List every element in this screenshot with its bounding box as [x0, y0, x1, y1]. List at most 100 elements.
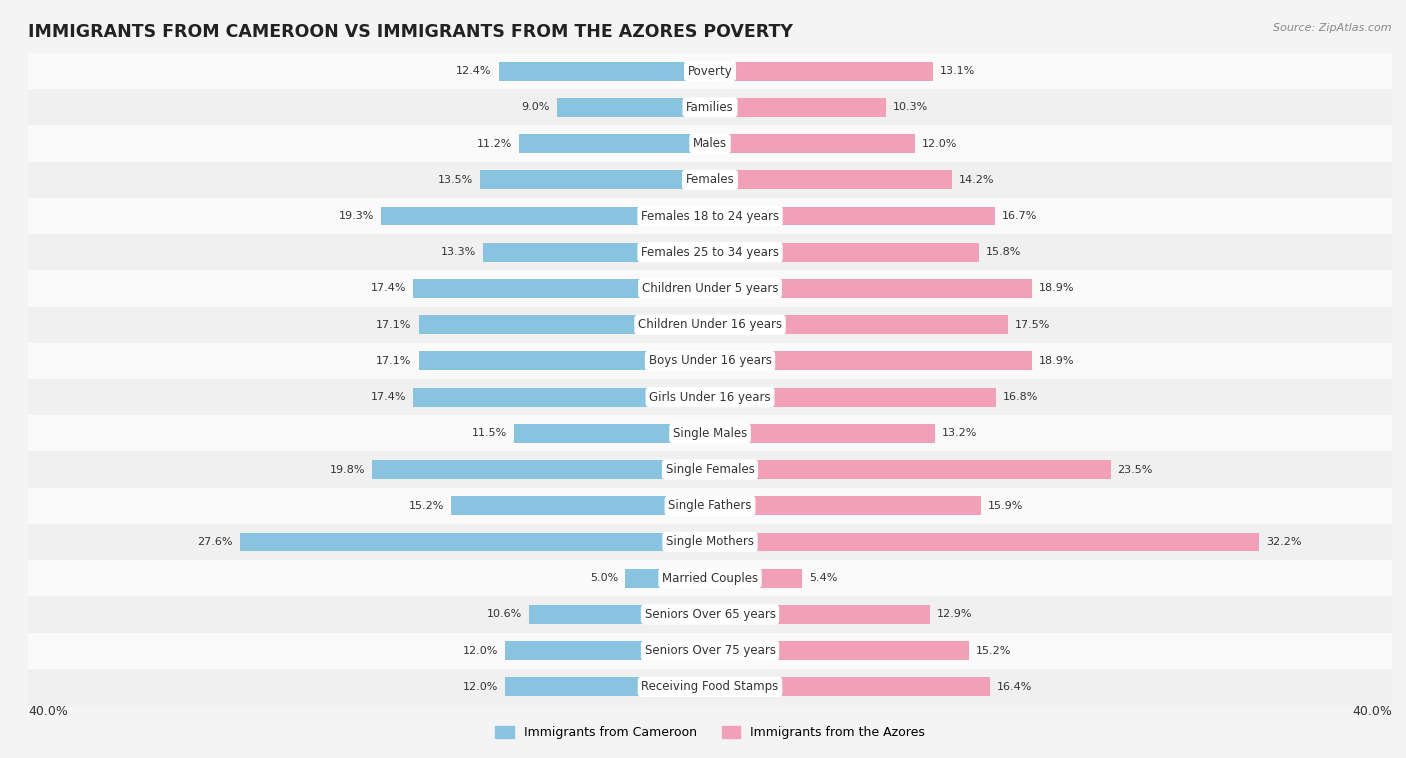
Bar — [28, 524, 1392, 560]
Bar — [710, 279, 1032, 298]
Bar — [710, 352, 1032, 371]
Bar — [28, 53, 1392, 89]
Text: 40.0%: 40.0% — [1353, 705, 1392, 718]
Bar — [28, 89, 1392, 126]
Bar — [557, 98, 710, 117]
Bar — [710, 171, 952, 190]
Bar — [413, 279, 710, 298]
Text: Males: Males — [693, 137, 727, 150]
Bar — [28, 597, 1392, 632]
Text: 15.2%: 15.2% — [976, 646, 1011, 656]
Text: 19.8%: 19.8% — [330, 465, 366, 475]
Bar — [710, 533, 1258, 551]
Text: 10.6%: 10.6% — [488, 609, 523, 619]
Bar — [515, 424, 710, 443]
Text: 12.0%: 12.0% — [463, 646, 499, 656]
Text: Single Mothers: Single Mothers — [666, 535, 754, 549]
Bar — [624, 568, 710, 587]
Bar — [239, 533, 710, 551]
Text: 12.4%: 12.4% — [457, 66, 492, 76]
Bar — [710, 460, 1111, 479]
Bar — [28, 560, 1392, 597]
Text: 16.8%: 16.8% — [1004, 392, 1039, 402]
Bar — [484, 243, 710, 262]
Text: 13.5%: 13.5% — [437, 175, 472, 185]
Bar — [710, 61, 934, 80]
Text: Married Couples: Married Couples — [662, 572, 758, 584]
Text: 23.5%: 23.5% — [1118, 465, 1153, 475]
Bar — [451, 496, 710, 515]
Bar — [710, 134, 915, 153]
Text: Source: ZipAtlas.com: Source: ZipAtlas.com — [1274, 23, 1392, 33]
Text: 9.0%: 9.0% — [522, 102, 550, 112]
Bar — [506, 641, 710, 660]
Bar — [413, 387, 710, 406]
Text: Single Fathers: Single Fathers — [668, 500, 752, 512]
Text: 12.0%: 12.0% — [463, 682, 499, 692]
Text: IMMIGRANTS FROM CAMEROON VS IMMIGRANTS FROM THE AZORES POVERTY: IMMIGRANTS FROM CAMEROON VS IMMIGRANTS F… — [28, 23, 793, 41]
Bar — [28, 487, 1392, 524]
Text: 32.2%: 32.2% — [1265, 537, 1302, 547]
Text: 13.1%: 13.1% — [941, 66, 976, 76]
Bar — [28, 126, 1392, 161]
Bar — [373, 460, 710, 479]
Text: 14.2%: 14.2% — [959, 175, 994, 185]
Text: Seniors Over 65 years: Seniors Over 65 years — [644, 608, 776, 621]
Text: 18.9%: 18.9% — [1039, 356, 1074, 366]
Text: 12.0%: 12.0% — [921, 139, 957, 149]
Text: 5.4%: 5.4% — [808, 573, 838, 583]
Bar — [710, 98, 886, 117]
Text: 12.9%: 12.9% — [936, 609, 973, 619]
Bar — [28, 343, 1392, 379]
Bar — [381, 207, 710, 225]
Bar — [28, 198, 1392, 234]
Text: 16.7%: 16.7% — [1001, 211, 1036, 221]
Text: Receiving Food Stamps: Receiving Food Stamps — [641, 681, 779, 694]
Text: 18.9%: 18.9% — [1039, 283, 1074, 293]
Text: 16.4%: 16.4% — [997, 682, 1032, 692]
Text: 17.1%: 17.1% — [377, 356, 412, 366]
Text: 15.8%: 15.8% — [986, 247, 1022, 257]
Text: 27.6%: 27.6% — [197, 537, 233, 547]
Text: Families: Families — [686, 101, 734, 114]
Text: Single Males: Single Males — [673, 427, 747, 440]
Bar — [28, 632, 1392, 669]
Bar — [28, 669, 1392, 705]
Text: Girls Under 16 years: Girls Under 16 years — [650, 390, 770, 403]
Text: Females: Females — [686, 174, 734, 186]
Text: 5.0%: 5.0% — [589, 573, 619, 583]
Bar — [506, 678, 710, 697]
Bar — [28, 452, 1392, 487]
Text: Seniors Over 75 years: Seniors Over 75 years — [644, 644, 776, 657]
Bar — [710, 496, 981, 515]
Bar — [710, 641, 969, 660]
Text: 15.9%: 15.9% — [988, 501, 1024, 511]
Text: Children Under 5 years: Children Under 5 years — [641, 282, 779, 295]
Text: 13.2%: 13.2% — [942, 428, 977, 438]
Text: Poverty: Poverty — [688, 64, 733, 77]
Text: 17.5%: 17.5% — [1015, 320, 1050, 330]
Text: 11.5%: 11.5% — [472, 428, 508, 438]
Bar — [28, 379, 1392, 415]
Bar — [419, 352, 710, 371]
Text: 19.3%: 19.3% — [339, 211, 374, 221]
Bar — [710, 568, 801, 587]
Text: Females 18 to 24 years: Females 18 to 24 years — [641, 209, 779, 223]
Text: 11.2%: 11.2% — [477, 139, 512, 149]
Legend: Immigrants from Cameroon, Immigrants from the Azores: Immigrants from Cameroon, Immigrants fro… — [489, 722, 931, 744]
Bar — [419, 315, 710, 334]
Bar — [499, 61, 710, 80]
Text: Children Under 16 years: Children Under 16 years — [638, 318, 782, 331]
Bar — [28, 234, 1392, 271]
Text: Boys Under 16 years: Boys Under 16 years — [648, 355, 772, 368]
Bar — [479, 171, 710, 190]
Text: 15.2%: 15.2% — [409, 501, 444, 511]
Bar — [519, 134, 710, 153]
Bar — [710, 243, 980, 262]
Text: 13.3%: 13.3% — [441, 247, 477, 257]
Text: 10.3%: 10.3% — [893, 102, 928, 112]
Bar — [710, 678, 990, 697]
Text: 17.1%: 17.1% — [377, 320, 412, 330]
Bar — [28, 271, 1392, 306]
Bar — [28, 415, 1392, 452]
